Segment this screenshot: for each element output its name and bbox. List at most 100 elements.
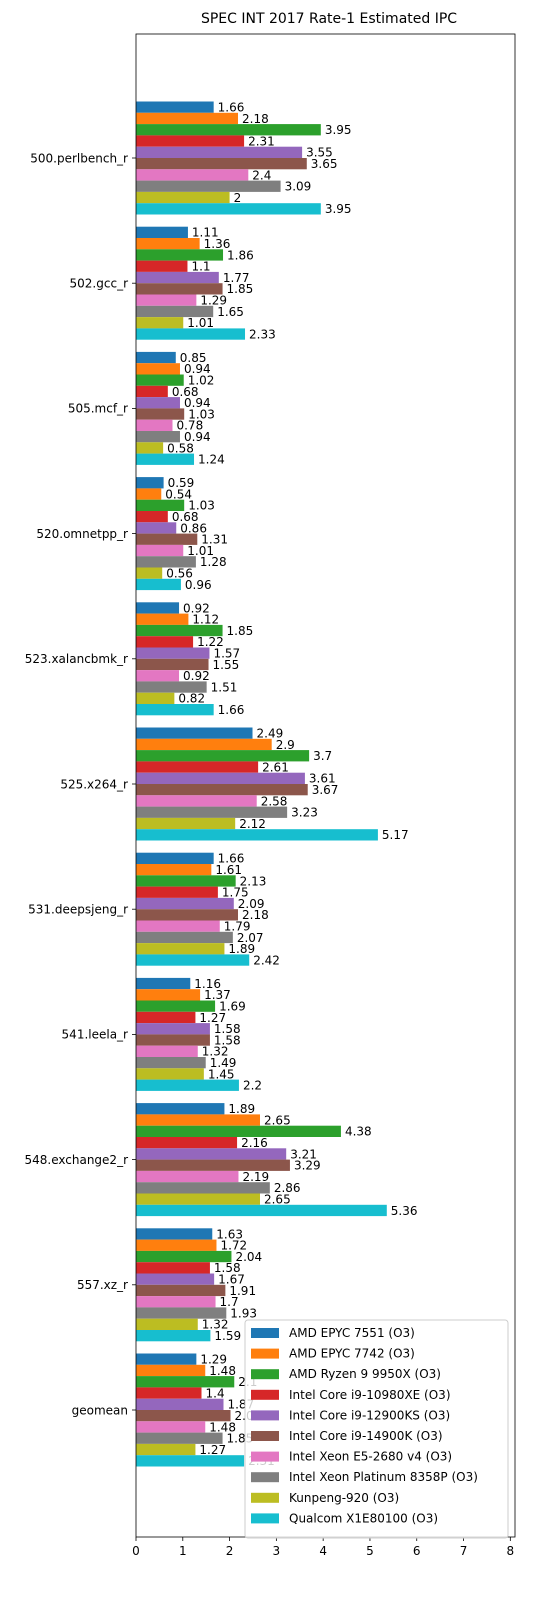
bar-value-label: 3.61 (309, 772, 336, 786)
bar (136, 920, 220, 932)
bar-value-label: 5.17 (382, 828, 409, 842)
bar-value-label: 2.65 (264, 1113, 291, 1127)
y-tick-label: 502.gcc_r (70, 277, 129, 291)
bar-value-label: 1.49 (210, 1056, 237, 1070)
bar (136, 1307, 227, 1319)
bar-value-label: 2.09 (238, 897, 265, 911)
bar-value-label: 1.67 (218, 1272, 245, 1286)
bar-value-label: 1.22 (197, 635, 224, 649)
legend-swatch (251, 1369, 279, 1380)
bar (136, 442, 164, 454)
bar (136, 795, 257, 807)
bar (136, 1443, 196, 1456)
bar-value-label: 1.03 (188, 407, 215, 421)
bar (136, 135, 245, 147)
y-tick-label: 548.exchange2_r (24, 1153, 128, 1167)
bar-value-label: 1.4 (206, 1386, 225, 1400)
bar (136, 124, 321, 136)
legend-swatch (251, 1348, 279, 1359)
bar-value-label: 1.11 (192, 226, 219, 240)
legend-swatch (251, 1389, 279, 1400)
bar-value-label: 1.89 (228, 1102, 255, 1116)
y-tick-label: 531.deepsjeng_r (28, 903, 128, 917)
bar (136, 317, 184, 329)
bar (136, 567, 163, 579)
bar (136, 556, 196, 568)
legend-label: AMD EPYC 7742 (O3) (289, 1347, 415, 1361)
bar-value-label: 1.89 (228, 942, 255, 956)
chart-title: SPEC INT 2017 Rate-1 Estimated IPC (201, 11, 457, 27)
bar-value-label: 1.66 (218, 852, 245, 866)
bar (136, 784, 308, 796)
bar (136, 1376, 235, 1388)
bar (136, 1455, 245, 1467)
bar (136, 1148, 287, 1160)
bar (136, 1387, 202, 1399)
bar-value-label: 2.19 (242, 1170, 269, 1184)
y-tick-label: 557.xz_r (77, 1278, 128, 1292)
bar (136, 249, 224, 261)
bar-value-label: 2 (234, 191, 242, 205)
bar-value-label: 5.36 (391, 1204, 418, 1218)
bar (136, 875, 236, 887)
bar-value-label: 1.48 (209, 1364, 236, 1378)
bar-value-label: 3.23 (291, 806, 318, 820)
bar-value-label: 1.66 (218, 703, 245, 717)
bar-value-label: 2.13 (240, 874, 267, 888)
bar (136, 613, 189, 625)
bar-value-label: 1.27 (199, 1443, 226, 1457)
y-tick-label: 500.perlbench_r (30, 151, 128, 165)
bar-value-label: 3.95 (325, 123, 352, 137)
bar-value-label: 1.75 (222, 886, 249, 900)
bar (136, 203, 321, 215)
bar-value-label: 2.31 (248, 134, 275, 148)
bar-value-label: 1.65 (217, 305, 244, 319)
bar (136, 533, 198, 545)
bar-value-label: 3.29 (294, 1159, 321, 1173)
bar-value-label: 1.28 (200, 555, 227, 569)
bar-value-label: 1.1 (191, 260, 210, 274)
y-tick-label: 520.omnetpp_r (36, 527, 128, 541)
bar-value-label: 3.95 (325, 202, 352, 216)
bar-value-label: 0.78 (176, 419, 203, 433)
bar (136, 578, 181, 591)
bar (136, 226, 188, 238)
legend-label: Intel Core i9-14900K (O3) (289, 1429, 443, 1443)
bar (136, 431, 180, 443)
bar-value-label: 1.69 (219, 999, 246, 1013)
bar (136, 1353, 197, 1365)
bar (136, 1250, 232, 1263)
x-tick-label: 3 (273, 1544, 281, 1558)
bar-value-label: 2.9 (276, 738, 295, 752)
bar (136, 112, 239, 125)
bar (136, 658, 209, 671)
bar-value-label: 3.7 (313, 749, 332, 763)
bar-value-label: 1.29 (200, 293, 227, 307)
bar (136, 1079, 239, 1091)
bar-value-label: 0.86 (180, 521, 207, 535)
bar-value-label: 1.91 (229, 1284, 256, 1298)
bar-value-label: 2.58 (261, 794, 288, 808)
legend-swatch (251, 1451, 279, 1462)
bar-value-label: 1.31 (201, 533, 228, 547)
bar (136, 817, 236, 830)
bar-value-label: 1.24 (198, 453, 225, 467)
bar-value-label: 1.45 (208, 1067, 235, 1081)
bar (136, 692, 175, 704)
bar (136, 374, 184, 386)
bar-value-label: 0.82 (178, 692, 205, 706)
bar-value-label: 1.77 (223, 271, 250, 285)
bar (136, 909, 239, 921)
bar (136, 1398, 224, 1410)
bar-value-label: 2.2 (243, 1079, 262, 1093)
bar (136, 1159, 290, 1171)
bar-value-label: 0.94 (184, 362, 211, 376)
bar-value-label: 0.92 (183, 669, 210, 683)
bar-value-label: 1.48 (209, 1420, 236, 1434)
bar-value-label: 1.59 (214, 1329, 241, 1343)
bar (136, 1137, 238, 1149)
bar (136, 169, 249, 181)
bar (136, 1045, 198, 1057)
bar-value-label: 1.27 (199, 1011, 226, 1025)
